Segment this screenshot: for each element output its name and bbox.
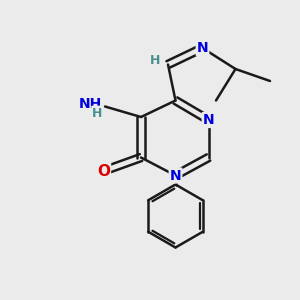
Text: N: N (170, 169, 181, 182)
Text: N: N (203, 113, 214, 127)
Text: O: O (97, 164, 110, 178)
Text: H: H (150, 53, 161, 67)
Text: NH: NH (79, 97, 102, 110)
Text: N: N (197, 41, 208, 55)
Text: H: H (92, 106, 103, 120)
